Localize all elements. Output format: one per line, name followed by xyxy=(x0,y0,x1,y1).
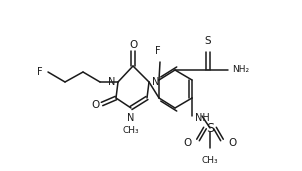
Text: CH₃: CH₃ xyxy=(202,156,218,165)
Text: F: F xyxy=(155,46,161,56)
Text: N: N xyxy=(127,113,135,123)
Text: S: S xyxy=(206,122,214,135)
Text: O: O xyxy=(91,100,99,110)
Text: NH₂: NH₂ xyxy=(232,65,249,75)
Text: CH₃: CH₃ xyxy=(123,126,139,135)
Text: O: O xyxy=(184,138,192,148)
Text: O: O xyxy=(130,40,138,50)
Text: O: O xyxy=(228,138,236,148)
Text: S: S xyxy=(205,36,211,46)
Text: N: N xyxy=(152,77,159,87)
Text: F: F xyxy=(37,67,43,77)
Text: N: N xyxy=(108,77,115,87)
Text: NH: NH xyxy=(195,113,210,123)
